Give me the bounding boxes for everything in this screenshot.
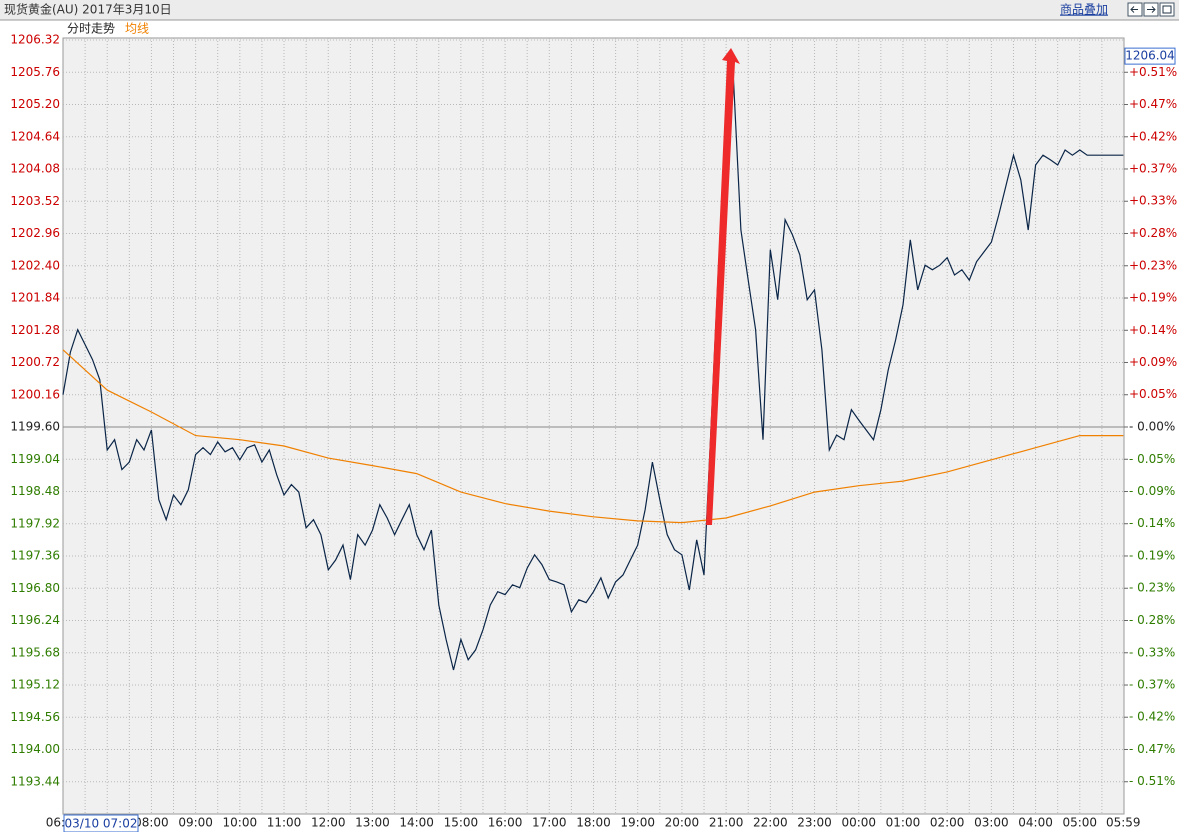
x-tick-label: 16:00 (488, 816, 523, 830)
price-line (62, 79, 1124, 671)
y2-tick-label: - 0.28% (1129, 613, 1175, 627)
title-bar (0, 0, 1179, 20)
x-tick-label: 05:59 (1106, 816, 1141, 830)
x-tick-label: 19:00 (620, 816, 655, 830)
y2-tick-label: +0.28% (1129, 226, 1177, 240)
y2-tick-label: +0.42% (1129, 129, 1177, 143)
y2-tick-label: +0.47% (1129, 97, 1177, 111)
y2-tick-label: - 0.19% (1129, 548, 1175, 562)
y2-tick-label: +0.37% (1129, 161, 1177, 175)
average-line (62, 349, 1124, 524)
plot-area (62, 37, 1125, 815)
x-tick-label: 23:00 (797, 816, 832, 830)
y-tick-label: 1194.56 (10, 710, 60, 724)
x-tick-label: 10:00 (223, 816, 258, 830)
y2-tick-label: - 0.05% (1129, 452, 1175, 466)
y2-tick-label: +0.19% (1129, 291, 1177, 305)
x-tick-label: 14:00 (399, 816, 434, 830)
cursor-time: 03/10 07:02 (65, 817, 138, 831)
y2-tick-label: +0.05% (1129, 387, 1177, 401)
x-tick-label: 12:00 (311, 816, 346, 830)
overlay-button[interactable]: 商品叠加 (1060, 2, 1108, 17)
y-tick-label: 1196.80 (10, 581, 60, 595)
y2-tick-label: - 0.51% (1129, 774, 1175, 788)
x-tick-label: 00:00 (841, 816, 876, 830)
y2-tick-label: - 0.33% (1129, 645, 1175, 659)
y-tick-label: 1196.24 (10, 613, 60, 627)
y-tick-label: 1201.28 (10, 323, 60, 337)
x-tick-label: 01:00 (886, 816, 921, 830)
tab-label[interactable]: 分时走势 (67, 22, 115, 36)
y-tick-label: 1204.64 (10, 129, 60, 143)
y-tick-label: 1202.40 (10, 258, 60, 272)
y-tick-label: 1200.72 (10, 355, 60, 369)
y2-tick-label: - 0.42% (1129, 710, 1175, 724)
y2-tick-label: +0.33% (1129, 194, 1177, 208)
chart-title: 现货黄金(AU) 2017年3月10日 (4, 2, 172, 17)
y-tick-label: 1200.16 (10, 387, 60, 401)
y2-tick-label: - 0.47% (1129, 742, 1175, 756)
x-tick-label: 22:00 (753, 816, 788, 830)
x-tick-label: 21:00 (709, 816, 744, 830)
y2-tick-label: - 0.09% (1129, 484, 1175, 498)
y2-tick-label: - 0.37% (1129, 678, 1175, 692)
y-tick-label: 1201.84 (10, 291, 60, 305)
y-tick-label: 1199.60 (10, 420, 60, 434)
y-tick-label: 1198.48 (10, 484, 60, 498)
y-tick-label: 1193.44 (10, 774, 60, 788)
y-tick-label: 1202.96 (10, 226, 60, 240)
x-tick-label: 13:00 (355, 816, 390, 830)
y-tick-label: 1199.04 (10, 452, 60, 466)
y-tick-label: 1203.52 (10, 194, 60, 208)
y2-tick-label: +0.14% (1129, 323, 1177, 337)
cursor-price: 1206.04 (1125, 49, 1175, 63)
y-tick-label: 1205.20 (10, 97, 60, 111)
y-tick-label: 1195.68 (10, 645, 60, 659)
y2-tick-label: - 0.14% (1129, 516, 1175, 530)
y2-tick-label: +0.23% (1129, 258, 1177, 272)
cursor-price-box (1124, 47, 1176, 65)
y-tick-label: 1194.00 (10, 742, 60, 756)
y2-tick-label: +0.09% (1129, 355, 1177, 369)
y2-tick-label: - 0.00% (1129, 420, 1175, 434)
x-tick-label: 04:00 (1018, 816, 1053, 830)
x-tick-label: 17:00 (532, 816, 567, 830)
window-buttons[interactable] (1127, 2, 1175, 17)
x-tick-label: 15:00 (444, 816, 479, 830)
x-tick-label: 20:00 (665, 816, 700, 830)
x-tick-label: 05:00 (1062, 816, 1097, 830)
y2-tick-label: +0.51% (1129, 65, 1177, 79)
y-tick-label: 1205.76 (10, 65, 60, 79)
x-tick-label: 09:00 (178, 816, 213, 830)
y-tick-label: 1197.36 (10, 549, 60, 563)
x-tick-label: 02:00 (930, 816, 965, 830)
y2-tick-label: - 0.23% (1129, 581, 1175, 595)
x-tick-label: 08:00 (134, 816, 169, 830)
y-tick-label: 1206.32 (10, 33, 60, 47)
x-tick-label: 11:00 (267, 816, 302, 830)
x-tick-label: 18:00 (576, 816, 611, 830)
y-tick-label: 1197.92 (10, 516, 60, 530)
legend-label[interactable]: 均线 (125, 22, 149, 36)
y-tick-label: 1204.08 (10, 162, 60, 176)
annotation-arrow (706, 48, 740, 525)
x-tick-label: 03:00 (974, 816, 1009, 830)
y-tick-label: 1195.12 (10, 678, 60, 692)
